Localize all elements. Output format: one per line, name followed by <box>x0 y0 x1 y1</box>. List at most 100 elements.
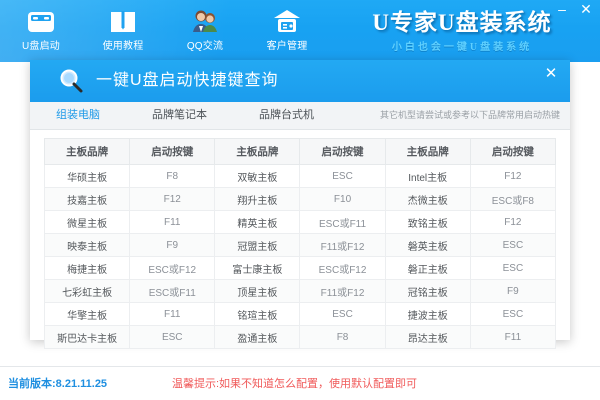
nav-item-label: 使用教程 <box>102 41 144 52</box>
cell-brand: 冠铭主板 <box>384 279 471 303</box>
cell-key: F11 <box>129 210 216 234</box>
cell-key: F8 <box>129 164 216 188</box>
cell-brand: 磐正主板 <box>384 256 471 280</box>
tab-brand-desktop[interactable]: 品牌台式机 <box>259 109 314 121</box>
cell-key: ESC或F11 <box>299 210 386 234</box>
cell-key: F10 <box>299 187 386 211</box>
nav-item-label: 客户管理 <box>266 41 308 52</box>
cell-key: ESC <box>469 256 557 280</box>
cell-brand: 华擎主板 <box>43 302 131 326</box>
table-row: 映泰主板 F9 冠盟主板 F11或F12 磐英主板 ESC <box>43 233 557 257</box>
cell-brand: 斯巴达卡主板 <box>43 325 131 349</box>
top-brand-bar: U盘启动 使用教程 <box>0 0 600 62</box>
tab-brand-laptop[interactable]: 品牌笔记本 <box>152 109 207 121</box>
cell-brand: 翔升主板 <box>214 187 301 211</box>
cell-key: ESC或F8 <box>469 187 557 211</box>
col-header: 主板品牌 <box>43 138 131 165</box>
brand-title: U专家U盘装系统 <box>372 10 552 35</box>
cell-key: ESC或F12 <box>129 256 216 280</box>
cell-key: F11或F12 <box>299 279 386 303</box>
version-label: 当前版本:8.21.11.25 <box>8 378 108 390</box>
book-icon <box>106 6 140 38</box>
cell-key: F8 <box>299 325 386 349</box>
table-header-row: 主板品牌 启动按键 主板品牌 启动按键 主板品牌 启动按键 <box>43 138 557 165</box>
cell-key: ESC <box>129 325 216 349</box>
cell-brand: 顶星主板 <box>214 279 301 303</box>
people-icon <box>188 6 222 38</box>
table-row: 七彩虹主板 ESC或F11 顶星主板 F11或F12 冠铭主板 F9 <box>43 279 557 303</box>
minimize-button[interactable]: – <box>558 1 566 17</box>
cell-brand: 铭瑄主板 <box>214 302 301 326</box>
col-header: 启动按键 <box>129 138 216 165</box>
table-row: 斯巴达卡主板 ESC 盈通主板 F8 昂达主板 F11 <box>43 325 557 349</box>
cell-brand: 微星主板 <box>43 210 131 234</box>
table-row: 华硕主板 F8 双敏主板 ESC Intel主板 F12 <box>43 164 557 188</box>
tab-assembled-pc[interactable]: 组装电脑 <box>56 109 100 121</box>
cell-brand: Intel主板 <box>384 164 471 188</box>
col-header: 主板品牌 <box>384 138 471 165</box>
cell-key: ESC或F12 <box>299 256 386 280</box>
cell-brand: 磐英主板 <box>384 233 471 257</box>
cell-key: ESC或F11 <box>129 279 216 303</box>
col-header: 启动按键 <box>299 138 386 165</box>
cell-key: F9 <box>129 233 216 257</box>
cell-key: F12 <box>469 210 557 234</box>
cell-brand: 杰微主板 <box>384 187 471 211</box>
cell-brand: 梅捷主板 <box>43 256 131 280</box>
cell-key: F11 <box>469 325 557 349</box>
col-header: 主板品牌 <box>214 138 301 165</box>
col-header: 启动按键 <box>469 138 557 165</box>
footer-bar: 当前版本:8.21.11.25 温馨提示:如果不知道怎么配置，使用默认配置即可 <box>0 366 600 400</box>
cell-brand: 冠盟主板 <box>214 233 301 257</box>
cell-key: ESC <box>469 302 557 326</box>
home-icon <box>270 6 304 38</box>
cell-brand: 富士康主板 <box>214 256 301 280</box>
cell-key: F11 <box>129 302 216 326</box>
nav-item-usb-boot[interactable]: U盘启动 <box>0 4 82 62</box>
magnifier-icon <box>58 68 84 94</box>
nav-item-qq[interactable]: QQ交流 <box>164 4 246 62</box>
usb-drive-icon <box>24 6 58 38</box>
brand-block: U专家U盘装系统 小白也会一键U盘装系统 <box>332 10 592 53</box>
nav-item-label: QQ交流 <box>186 41 224 52</box>
close-button[interactable]: ✕ <box>580 1 592 17</box>
tab-note: 其它机型请尝试或参考以下品牌常用启动热键 <box>379 110 560 120</box>
nav-item-customer[interactable]: 客户管理 <box>246 4 328 62</box>
cell-key: F12 <box>129 187 216 211</box>
dialog-close-icon[interactable]: ✕ <box>544 65 558 82</box>
dialog-tabs: 组装电脑 品牌笔记本 品牌台式机 其它机型请尝试或参考以下品牌常用启动热键 <box>30 102 570 130</box>
table-body: 华硕主板 F8 双敏主板 ESC Intel主板 F12 技嘉主板 F12 翔升主板 F10 杰微主… <box>43 164 557 349</box>
table-row: 华擎主板 F11 铭瑄主板 ESC 捷波主板 ESC <box>43 302 557 326</box>
cell-brand: 昂达主板 <box>384 325 471 349</box>
hotkey-table: 主板品牌 启动按键 主板品牌 启动按键 主板品牌 启动按键 华硕主板 F8 双敏主板… <box>43 138 557 349</box>
dialog-title: 一键U盘启动快捷键查询 <box>96 72 279 89</box>
main-nav: U盘启动 使用教程 <box>0 4 330 62</box>
window-controls: – ✕ <box>554 1 594 17</box>
cell-brand: 七彩虹主板 <box>43 279 131 303</box>
table-row: 梅捷主板 ESC或F12 富士康主板 ESC或F12 磐正主板 ESC <box>43 256 557 280</box>
cell-brand: 致铭主板 <box>384 210 471 234</box>
hotkey-dialog: 一键U盘启动快捷键查询 ✕ 组装电脑 品牌笔记本 品牌台式机 其它机型请尝试或参… <box>30 60 570 349</box>
cell-brand: 捷波主板 <box>384 302 471 326</box>
dialog-header: 一键U盘启动快捷键查询 ✕ <box>30 60 570 102</box>
cell-brand: 盈通主板 <box>214 325 301 349</box>
cell-brand: 精英主板 <box>214 210 301 234</box>
cell-key: ESC <box>299 302 386 326</box>
cell-key: ESC <box>469 233 557 257</box>
cell-key: F9 <box>469 279 557 303</box>
hotkey-table-wrap: 主板品牌 启动按键 主板品牌 启动按键 主板品牌 启动按键 华硕主板 F8 双敏主板… <box>30 130 570 349</box>
cell-brand: 华硕主板 <box>43 164 131 188</box>
brand-subtitle: 小白也会一键U盘装系统 <box>391 42 533 53</box>
cell-brand: 技嘉主板 <box>43 187 131 211</box>
footer-tip: 温馨提示:如果不知道怎么配置，使用默认配置即可 <box>172 378 418 390</box>
cell-key: F11或F12 <box>299 233 386 257</box>
nav-item-tutorial[interactable]: 使用教程 <box>82 4 164 62</box>
cell-brand: 映泰主板 <box>43 233 131 257</box>
cell-key: ESC <box>299 164 386 188</box>
cell-key: F12 <box>469 164 557 188</box>
cell-brand: 双敏主板 <box>214 164 301 188</box>
table-row: 微星主板 F11 精英主板 ESC或F11 致铭主板 F12 <box>43 210 557 234</box>
table-row: 技嘉主板 F12 翔升主板 F10 杰微主板 ESC或F8 <box>43 187 557 211</box>
nav-item-label: U盘启动 <box>21 41 61 52</box>
